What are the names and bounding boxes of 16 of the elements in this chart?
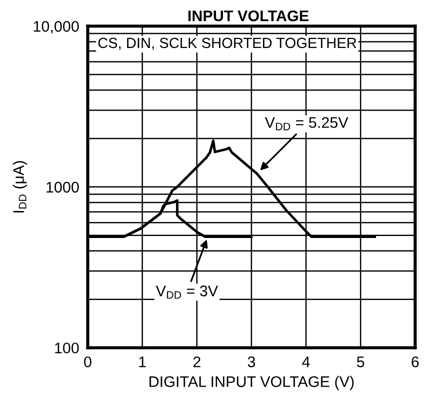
- annotation: CS, DIN, SCLK SHORTED TOGETHER: [98, 38, 356, 50]
- x-tick-label: 1: [139, 356, 146, 368]
- x-axis-title: DIGITAL INPUT VOLTAGE (V): [150, 376, 354, 390]
- x-tick-label: 4: [302, 356, 310, 368]
- y-tick-label: 1000: [46, 182, 79, 193]
- annotation: V$_{DD}$ = 5.25V: [264, 117, 348, 130]
- chart-title: INPUT VOLTAGE: [188, 10, 308, 22]
- x-tick-label: 2: [193, 356, 200, 368]
- y-axis-title: I$_{DD}$ (μA): [12, 161, 27, 212]
- x-tick-label: 6: [412, 356, 419, 368]
- x-tick-label: 0: [84, 356, 92, 368]
- x-tick-label: 5: [356, 356, 364, 368]
- y-tick-label: 10,000: [34, 21, 79, 34]
- y-tick-label: 100: [55, 342, 79, 354]
- annotation: V$_{DD}$ = 3V: [156, 286, 218, 299]
- x-tick-label: 3: [248, 356, 256, 368]
